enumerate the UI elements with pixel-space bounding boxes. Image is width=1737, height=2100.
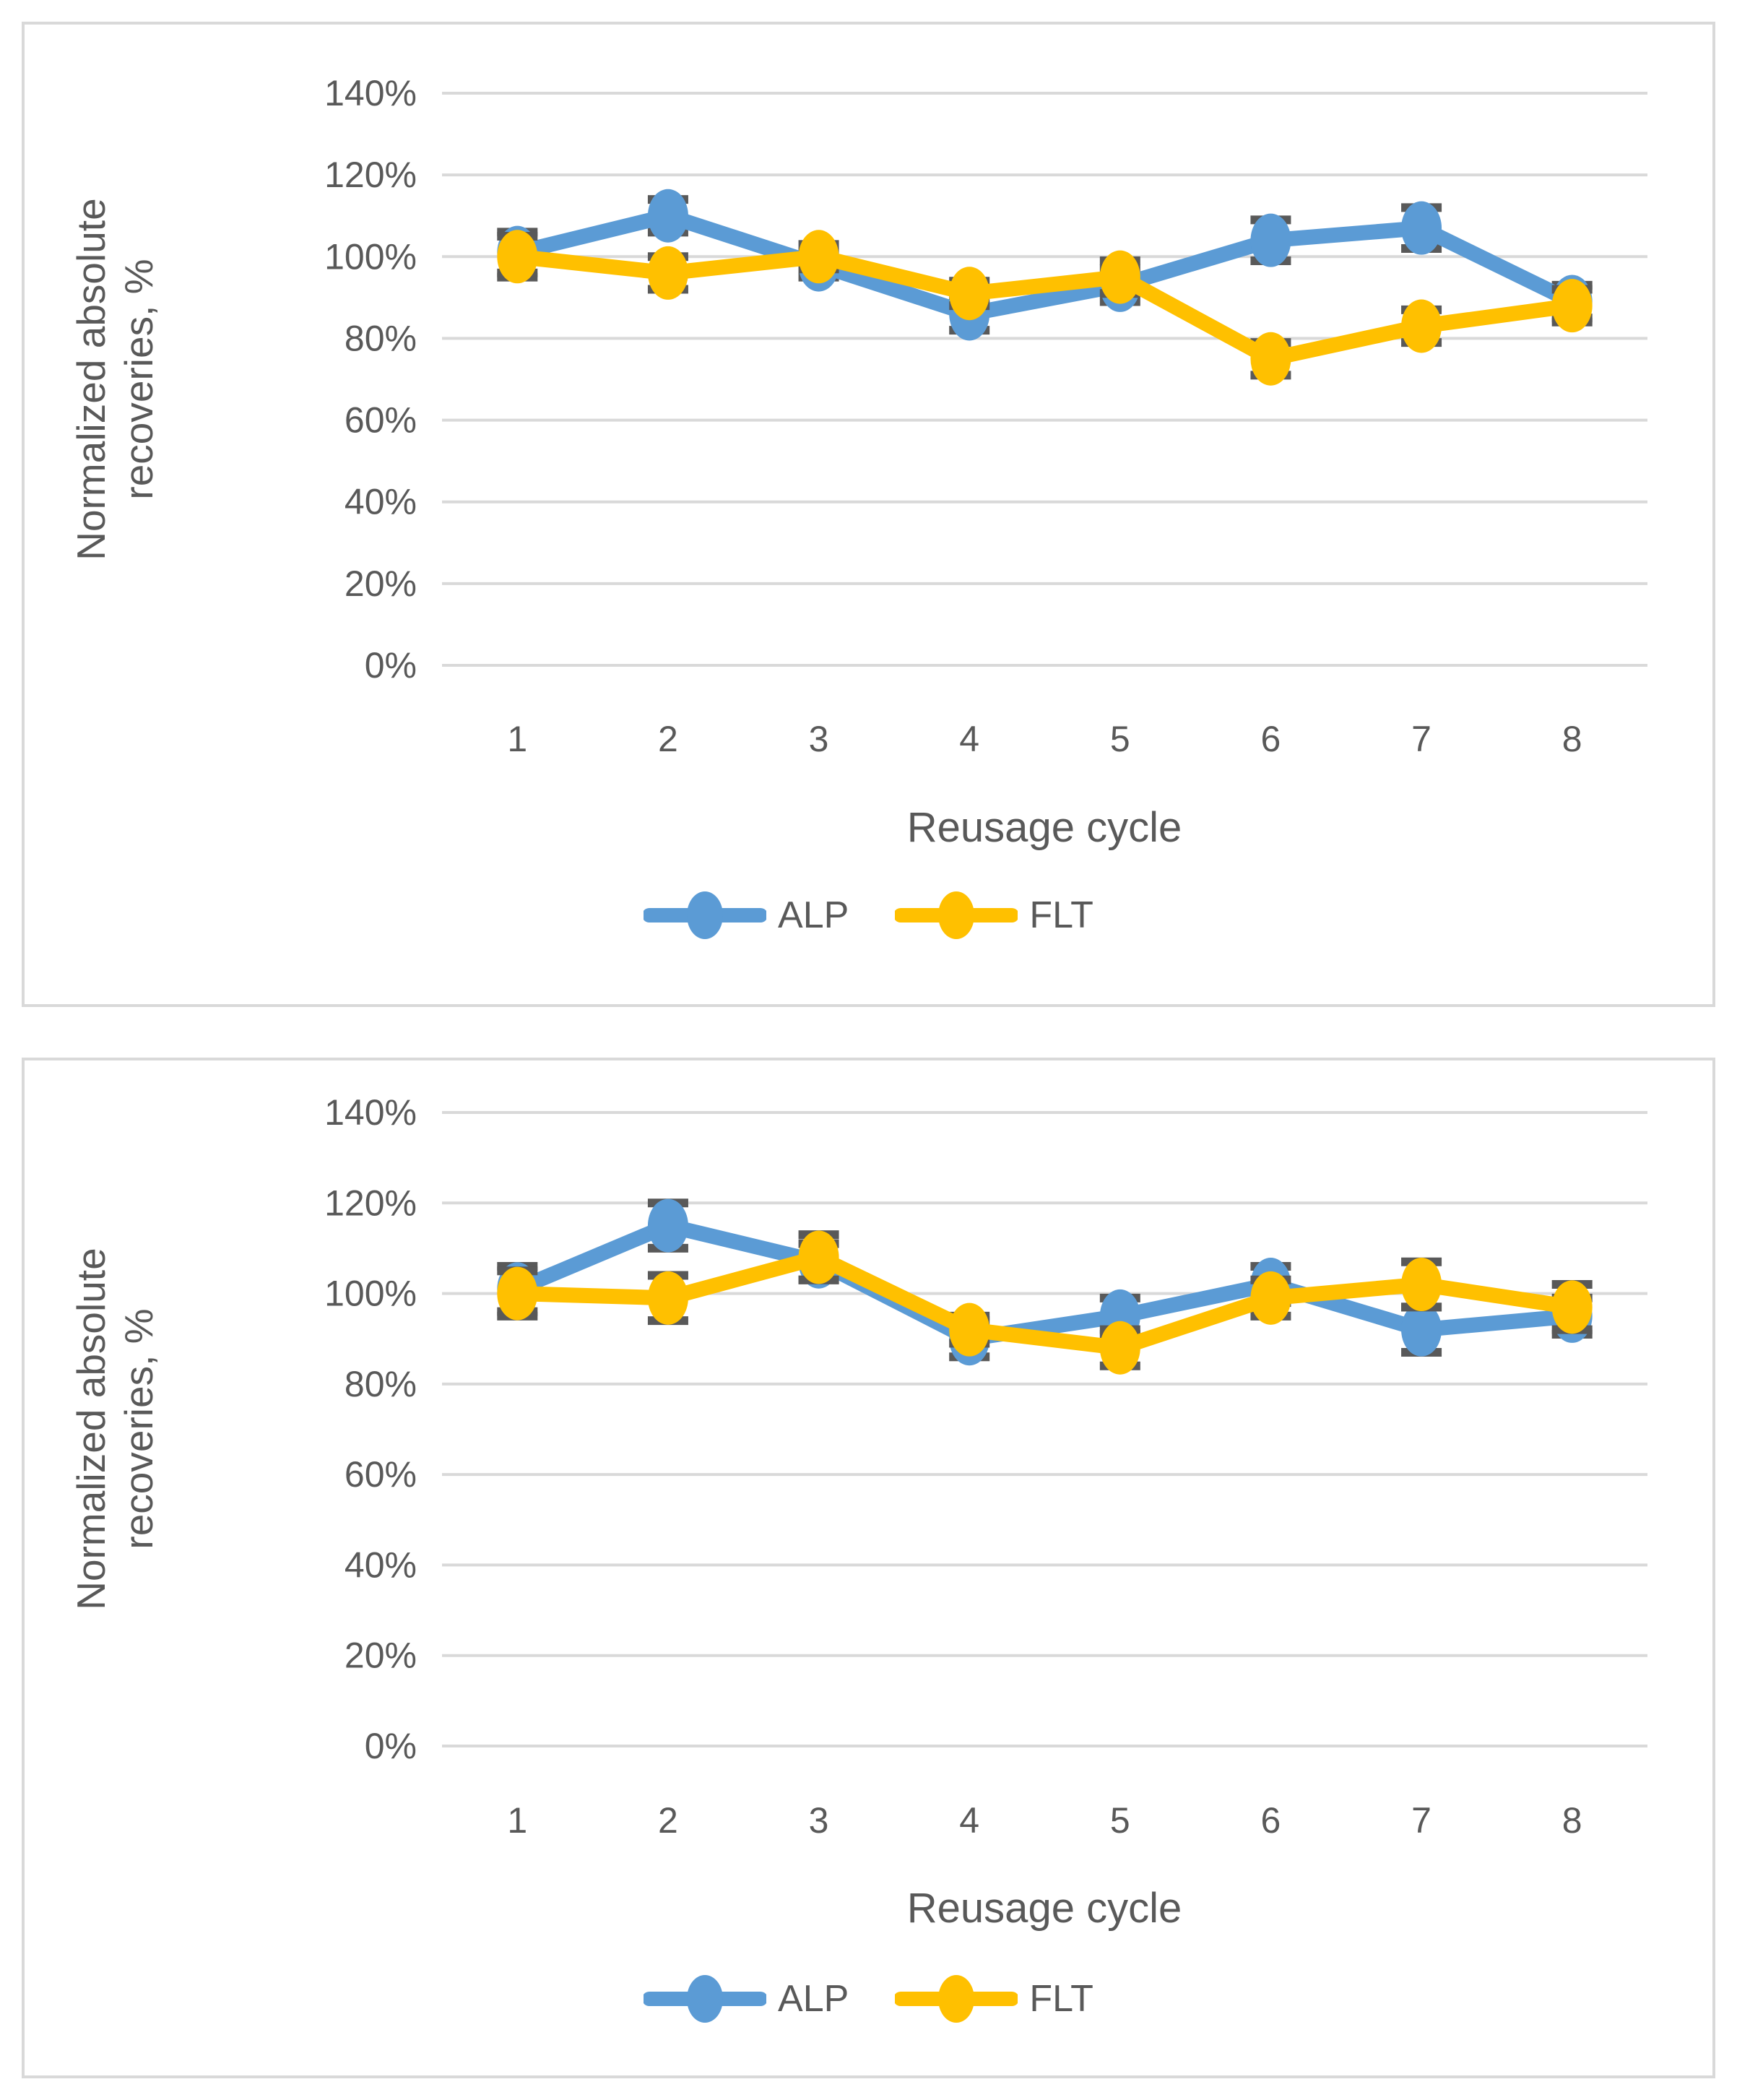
data-point-marker-flt [1250, 332, 1291, 386]
legend-item-flt: FLT [895, 885, 1093, 946]
legend-line-marker-icon [644, 1975, 767, 2023]
data-point-marker-flt [1099, 1321, 1140, 1375]
legend-line-marker-icon [644, 891, 767, 939]
legend-label: ALP [778, 1978, 849, 2020]
y-tick-label: 0% [365, 645, 417, 686]
legend-label: FLT [1029, 1978, 1093, 2020]
data-point-marker-flt [1099, 250, 1140, 304]
x-tick-label: 1 [507, 1800, 527, 1841]
x-tick-label: 4 [959, 1800, 979, 1841]
y-tick-label: 40% [345, 482, 417, 522]
data-point-marker-flt [798, 1230, 839, 1284]
x-axis-title: Reusage cycle [906, 1885, 1182, 1932]
y-axis-title-line-2: recoveries, % [116, 259, 161, 500]
data-point-marker-flt [1401, 1258, 1442, 1312]
x-tick-label: 6 [1261, 1800, 1281, 1841]
data-point-marker-flt [1250, 1271, 1291, 1325]
data-point-marker-flt [798, 230, 839, 284]
y-tick-label: 0% [365, 1726, 417, 1766]
data-point-marker-flt [647, 246, 688, 300]
legend-line-marker-icon [895, 891, 1018, 939]
data-point-marker-flt [1551, 1280, 1593, 1334]
x-tick-label: 6 [1261, 719, 1281, 759]
x-tick-label: 5 [1110, 1800, 1130, 1841]
legend: ALP FLT [25, 1966, 1712, 2031]
y-tick-label: 140% [324, 1092, 417, 1133]
legend: ALP FLT [25, 883, 1712, 948]
x-tick-label: 8 [1562, 1800, 1582, 1841]
series-line-flt [509, 1249, 1580, 1356]
y-tick-label: 80% [345, 318, 417, 358]
x-tick-label: 2 [658, 719, 678, 759]
legend-label: FLT [1029, 894, 1093, 936]
y-tick-label: 80% [345, 1364, 417, 1404]
data-point-marker-flt [647, 1271, 688, 1325]
y-axis-title: Normalized absolute recoveries, % [64, 1104, 165, 1754]
legend-label: ALP [778, 894, 849, 936]
legend-item-alp: ALP [644, 885, 849, 946]
y-tick-label: 20% [345, 563, 417, 604]
x-tick-label: 2 [658, 1800, 678, 1841]
y-tick-label: 40% [345, 1544, 417, 1585]
data-point-marker-alp [647, 189, 688, 243]
y-tick-label: 20% [345, 1636, 417, 1676]
data-point-marker-flt [497, 1266, 538, 1321]
legend-item-flt: FLT [895, 1969, 1093, 2029]
x-tick-label: 5 [1110, 719, 1130, 759]
y-tick-label: 100% [324, 236, 417, 277]
y-axis-title: Normalized absolute recoveries, % [64, 54, 165, 704]
y-axis-title-line-1: Normalized absolute [69, 1248, 113, 1610]
y-tick-label: 60% [345, 1454, 417, 1495]
y-tick-label: 100% [324, 1274, 417, 1314]
chart-panel-bottom: 0% 20% 40% 60% 80% 100% 120% 140% 1 2 3 4 5 6 7 8 Norma… [22, 1058, 1715, 2078]
x-tick-label: 4 [959, 719, 979, 759]
x-tick-label: 7 [1411, 719, 1431, 759]
data-point-marker-alp [647, 1198, 688, 1253]
data-point-marker-alp [1401, 201, 1442, 255]
series-line-alp [509, 208, 1580, 321]
chart-plot-svg: 0% 20% 40% 60% 80% 100% 120% 140% 1 2 3 4 5 6 7 8 [324, 1092, 1647, 1841]
data-point-marker-alp [1250, 213, 1291, 267]
chart-panel-top: 0% 20% 40% 60% 80% 100% 120% 140% 1 2 3 4 5 6 7 8 Norma… [22, 22, 1715, 1007]
data-point-marker-alp [1401, 1302, 1442, 1357]
data-point-marker-flt [1401, 299, 1442, 353]
x-tick-label: 7 [1411, 1800, 1431, 1841]
legend-line-marker-icon [895, 1975, 1018, 2023]
series-line-flt [509, 249, 1580, 367]
data-point-marker-flt [949, 1302, 990, 1357]
y-tick-label: 120% [324, 1183, 417, 1223]
x-tick-label: 3 [809, 719, 829, 759]
x-tick-label: 3 [809, 1800, 829, 1841]
y-tick-label: 120% [324, 155, 417, 195]
y-tick-label: 140% [324, 73, 417, 113]
y-axis-title-line-2: recoveries, % [116, 1308, 161, 1550]
data-point-marker-flt [497, 230, 538, 284]
series-line-alp [509, 1218, 1580, 1347]
y-axis-title-line-1: Normalized absolute [69, 198, 113, 561]
y-tick-label: 60% [345, 400, 417, 441]
x-tick-label: 8 [1562, 719, 1582, 759]
data-point-marker-flt [949, 267, 990, 321]
chart-plot-svg: 0% 20% 40% 60% 80% 100% 120% 140% 1 2 3 4 5 6 7 8 [324, 73, 1647, 759]
x-tick-label: 1 [507, 719, 527, 759]
data-point-marker-flt [1551, 279, 1593, 333]
x-axis-title: Reusage cycle [906, 804, 1182, 851]
legend-item-alp: ALP [644, 1969, 849, 2029]
